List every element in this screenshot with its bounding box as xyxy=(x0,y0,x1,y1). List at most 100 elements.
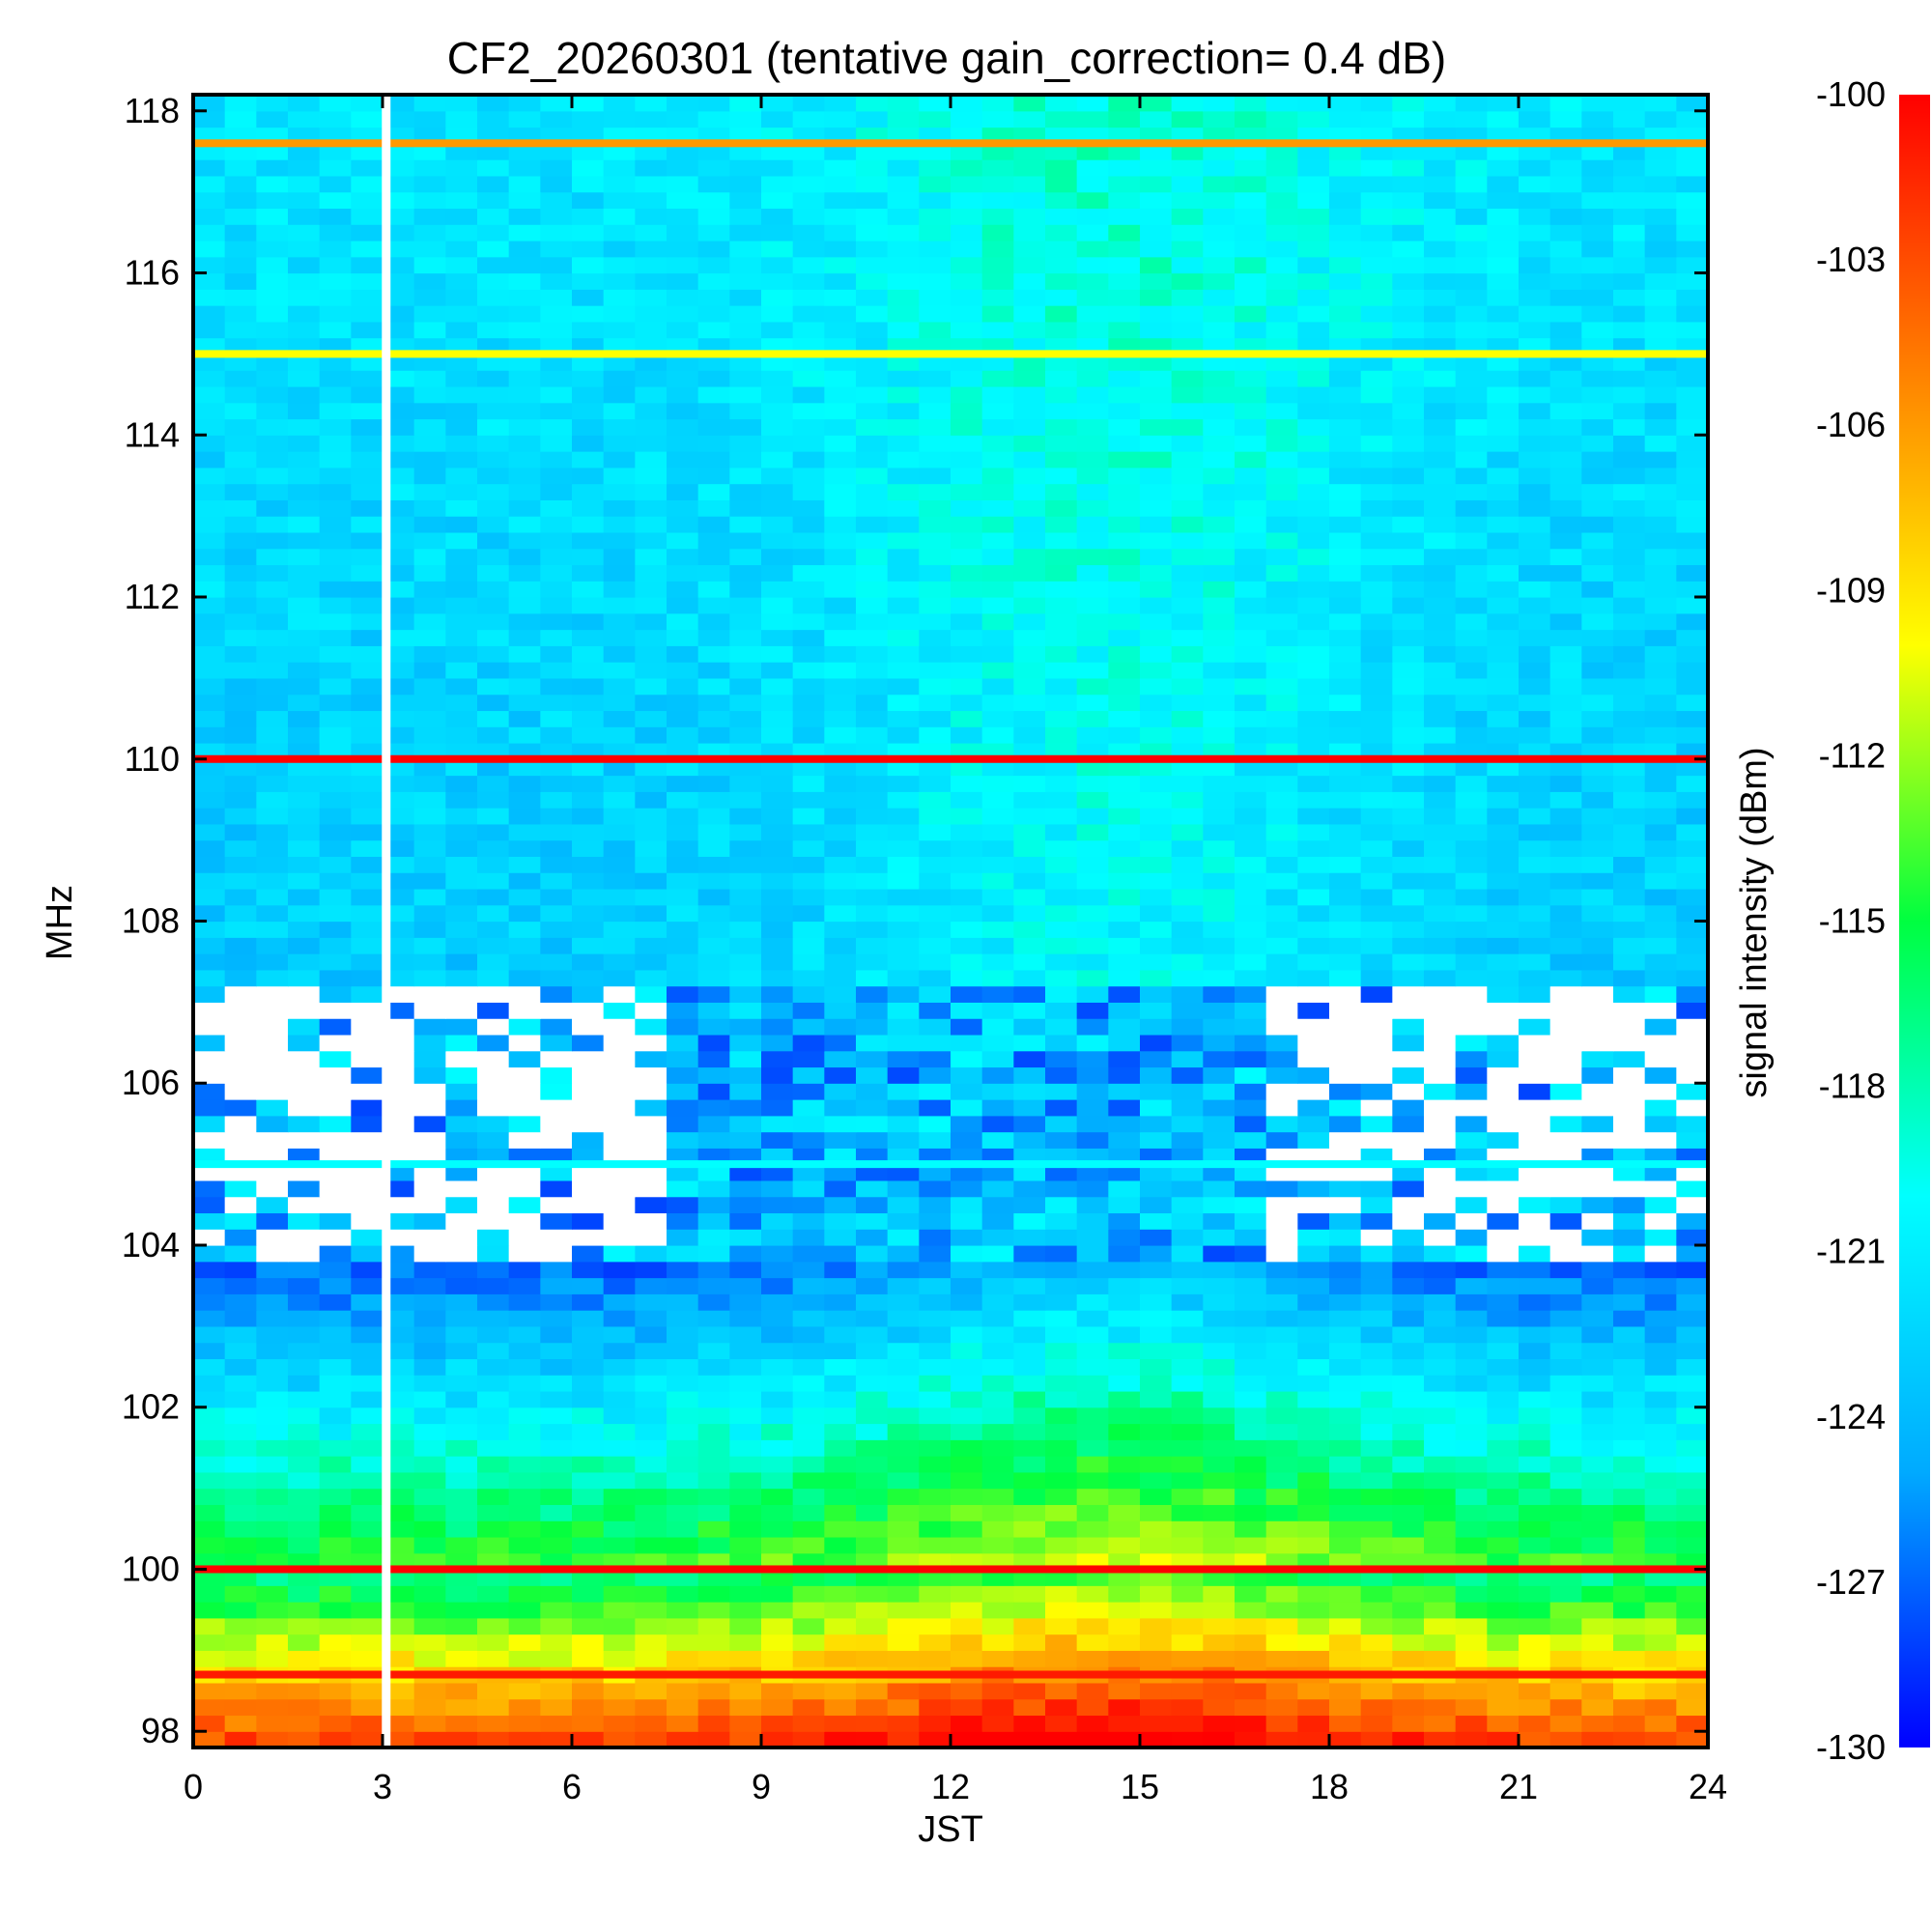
heatmap-cell xyxy=(319,548,352,566)
heatmap-cell xyxy=(288,1179,321,1198)
heatmap-cell xyxy=(1360,921,1393,938)
heatmap-cell xyxy=(1045,888,1078,906)
heatmap-cell xyxy=(445,1261,478,1279)
heatmap-cell xyxy=(1203,904,1236,923)
heatmap-cell xyxy=(1519,1293,1551,1311)
heatmap-cell xyxy=(1519,305,1551,323)
heatmap-cell xyxy=(1297,662,1330,679)
heatmap-cell xyxy=(919,499,952,517)
heatmap-cell xyxy=(572,191,605,210)
heatmap-cell xyxy=(477,402,510,420)
heatmap-cell xyxy=(319,775,352,792)
heatmap-cell xyxy=(1455,1325,1488,1344)
heatmap-cell xyxy=(477,305,510,323)
heatmap-cell xyxy=(319,305,352,323)
heatmap-cell xyxy=(1076,289,1109,306)
heatmap-cell xyxy=(351,1406,384,1425)
heatmap-cell xyxy=(1265,191,1298,210)
heatmap-cell xyxy=(919,1293,952,1311)
heatmap-cell xyxy=(256,937,289,954)
heatmap-cell xyxy=(1297,1179,1330,1198)
heatmap-cell xyxy=(1045,1131,1078,1149)
heatmap-cell xyxy=(1676,1115,1709,1133)
heatmap-cell xyxy=(792,208,825,225)
heatmap-cell xyxy=(1171,1018,1204,1036)
heatmap-cell xyxy=(224,467,257,485)
heatmap-cell xyxy=(477,1569,510,1586)
heatmap-cell xyxy=(193,629,226,646)
heatmap-cell xyxy=(1265,645,1298,663)
heatmap-cell xyxy=(919,1229,952,1246)
heatmap-cell xyxy=(319,1504,352,1521)
heatmap-cell xyxy=(1171,839,1204,858)
heatmap-cell xyxy=(1297,451,1330,469)
heatmap-cell xyxy=(981,548,1014,566)
heatmap-cell xyxy=(1013,662,1046,679)
heatmap-cell xyxy=(572,402,605,420)
heatmap-cell xyxy=(383,758,415,777)
heatmap-cell xyxy=(1108,872,1141,890)
heatmap-cell xyxy=(1644,499,1677,517)
heatmap-cell xyxy=(413,1375,446,1392)
heatmap-cell xyxy=(1076,808,1109,825)
heatmap-cell xyxy=(351,612,384,631)
heatmap-cell xyxy=(477,159,510,177)
heatmap-cell xyxy=(540,435,573,452)
heatmap-cell xyxy=(1235,775,1267,792)
heatmap-cell xyxy=(1203,775,1236,792)
heatmap-cell xyxy=(319,1471,352,1490)
heatmap-cell xyxy=(856,937,889,954)
heatmap-cell xyxy=(1613,516,1646,533)
heatmap-cell xyxy=(1108,1358,1141,1376)
heatmap-cell xyxy=(1644,175,1677,193)
heatmap-cell xyxy=(288,240,321,258)
heatmap-cell xyxy=(1487,1018,1520,1036)
heatmap-cell xyxy=(1424,1261,1457,1279)
heatmap-cell xyxy=(951,370,983,387)
heatmap-cell xyxy=(792,1390,825,1408)
heatmap-cell xyxy=(319,1715,352,1732)
heatmap-cell xyxy=(1203,1099,1236,1117)
heatmap-cell xyxy=(1487,175,1520,193)
heatmap-cell xyxy=(824,629,857,646)
heatmap-cell xyxy=(919,904,952,923)
heatmap-cell xyxy=(1519,272,1551,290)
heatmap-cell xyxy=(540,839,573,858)
heatmap-cell xyxy=(635,1406,668,1425)
heatmap-cell xyxy=(887,662,920,679)
heatmap-cell xyxy=(1676,1520,1709,1538)
heatmap-cell xyxy=(1108,483,1141,500)
heatmap-cell xyxy=(761,612,794,631)
heatmap-cell xyxy=(1676,224,1709,242)
heatmap-cell xyxy=(981,1504,1014,1521)
heatmap-cell xyxy=(761,110,794,128)
heatmap-cell xyxy=(1171,1212,1204,1230)
heatmap-cell xyxy=(792,1083,825,1100)
heatmap-cell xyxy=(1140,694,1173,712)
heatmap-cell xyxy=(572,1358,605,1376)
heatmap-cell xyxy=(445,1179,478,1198)
heatmap-cell xyxy=(1045,1602,1078,1619)
heatmap-cell xyxy=(792,1358,825,1376)
heatmap-cell xyxy=(824,1375,857,1392)
heatmap-cell xyxy=(572,224,605,242)
heatmap-cell xyxy=(603,1682,636,1700)
heatmap-cell xyxy=(792,856,825,873)
colorbar-axis: -100-103-106-109-112-115-118-121-124-127… xyxy=(1816,74,1886,1767)
heatmap-cell xyxy=(1487,791,1520,809)
heatmap-cell xyxy=(1265,418,1298,436)
heatmap-cell xyxy=(1013,1602,1046,1619)
heatmap-cell xyxy=(919,1698,952,1717)
heatmap-cell xyxy=(887,1439,920,1457)
heatmap-cell xyxy=(193,1406,226,1425)
heatmap-cell xyxy=(1045,1099,1078,1117)
heatmap-cell xyxy=(1013,1212,1046,1230)
heatmap-cell xyxy=(445,564,478,582)
heatmap-cell xyxy=(256,1115,289,1133)
heatmap-cell xyxy=(1424,1520,1457,1538)
heatmap-cell xyxy=(193,645,226,663)
heatmap-cell xyxy=(477,921,510,938)
heatmap-cell xyxy=(697,677,730,696)
heatmap-cell xyxy=(1171,289,1204,306)
heatmap-cell xyxy=(1613,110,1646,128)
